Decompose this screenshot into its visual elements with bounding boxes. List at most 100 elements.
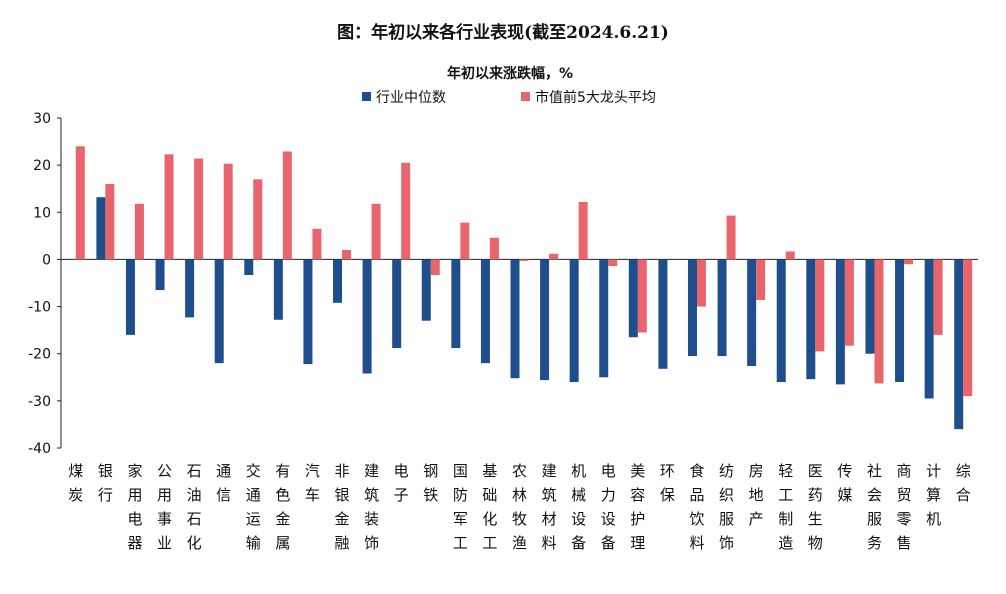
y-tick-label: -40 <box>28 441 51 457</box>
legend: 行业中位数 市值前5大龙头平均 <box>362 89 656 106</box>
x-category-label: 房地产 <box>749 462 764 528</box>
x-category-label: 建筑材料 <box>542 462 557 552</box>
x-category-label: 基础化工 <box>482 462 497 552</box>
x-axis-labels: 煤炭银行家用电器公用事业石油石化通信交通运输有色金属汽车非银金融建筑装饰电子钢铁… <box>68 462 970 552</box>
bar-median <box>480 259 490 364</box>
bar-top5 <box>874 259 884 384</box>
legend-swatch-top5 <box>521 92 530 101</box>
bar-top5 <box>342 250 352 260</box>
bar-top5 <box>282 151 292 260</box>
bar-top5 <box>815 259 825 352</box>
bar-median <box>510 259 520 379</box>
y-tick-label: 0 <box>42 252 51 268</box>
bar-median <box>628 259 638 338</box>
x-category-label: 非银金融 <box>335 462 350 552</box>
bar-median <box>273 259 283 320</box>
bar-top5 <box>933 259 943 335</box>
bar-top5 <box>134 203 144 260</box>
x-category-label: 农林牧渔 <box>512 462 527 552</box>
bar-median <box>392 259 402 349</box>
bar-median <box>540 259 550 381</box>
x-category-label: 传媒 <box>837 462 852 504</box>
x-category-label: 商贸零售 <box>897 462 912 552</box>
bar-median <box>333 259 343 303</box>
bars <box>75 146 973 430</box>
bar-top5 <box>105 184 115 260</box>
bar-top5 <box>519 259 529 261</box>
bar-median <box>776 259 786 382</box>
x-category-label: 公用事业 <box>157 462 172 552</box>
bar-median <box>125 259 135 335</box>
bar-median <box>687 259 697 357</box>
x-category-label: 电力设备 <box>601 462 616 552</box>
x-category-label: 通信 <box>216 462 231 504</box>
x-category-label: 家用电器 <box>127 462 142 552</box>
bar-top5 <box>549 253 559 260</box>
bar-median <box>865 259 875 354</box>
bar-median <box>214 259 224 364</box>
y-tick-label: 10 <box>33 205 51 221</box>
bar-top5 <box>75 146 85 260</box>
bar-median <box>421 259 431 321</box>
x-category-label: 食品饮料 <box>689 462 704 552</box>
bar-median <box>569 259 579 382</box>
x-category-label: 银行 <box>98 462 113 504</box>
bar-top5 <box>489 237 499 260</box>
bar-top5 <box>223 163 233 260</box>
y-tick-label: 30 <box>33 111 51 127</box>
bar-median <box>155 259 165 291</box>
bar-top5 <box>371 203 381 260</box>
bar-median <box>244 259 254 275</box>
x-category-label: 综合 <box>956 462 971 504</box>
bar-top5 <box>904 259 914 265</box>
x-category-label: 环保 <box>660 462 675 504</box>
bar-median <box>747 259 757 366</box>
bar-top5 <box>844 259 854 346</box>
bar-top5 <box>164 154 174 260</box>
x-category-label: 石油石化 <box>187 462 202 552</box>
x-category-label: 钢铁 <box>423 462 438 504</box>
bar-top5 <box>578 201 588 260</box>
bar-median <box>96 197 106 260</box>
bar-median <box>717 259 727 357</box>
x-category-label: 美容护理 <box>630 462 645 552</box>
bar-top5 <box>312 228 322 260</box>
bar-median <box>303 259 313 365</box>
x-category-label: 汽车 <box>305 462 320 504</box>
bar-median <box>895 259 905 382</box>
x-category-label: 煤炭 <box>68 462 83 504</box>
bar-top5 <box>194 158 204 260</box>
bar-top5 <box>696 259 706 307</box>
bar-top5 <box>637 259 647 333</box>
y-tick-label: -30 <box>28 394 51 410</box>
bar-top5 <box>253 179 263 260</box>
bar-top5 <box>963 259 973 397</box>
x-category-label: 轻工制造 <box>778 462 793 552</box>
bar-median <box>924 259 934 399</box>
y-tick-label: 20 <box>33 158 51 174</box>
x-category-label: 建筑装饰 <box>364 462 379 552</box>
legend-label-median: 行业中位数 <box>376 90 446 106</box>
x-category-label: 纺织服饰 <box>719 462 734 552</box>
x-category-label: 医药生物 <box>808 462 823 552</box>
bar-top5 <box>460 222 470 260</box>
x-category-label: 社会服务 <box>867 462 882 552</box>
y-tick-label: -20 <box>28 347 51 363</box>
bar-median <box>362 259 372 374</box>
bar-top5 <box>608 259 618 267</box>
chart-title: 图：年初以来各行业表现(截至2024.6.21) <box>337 22 669 43</box>
bar-median <box>451 259 461 349</box>
bar-top5 <box>401 162 411 260</box>
bar-top5 <box>785 251 795 260</box>
legend-label-top5: 市值前5大龙头平均 <box>535 89 656 106</box>
chart-subtitle: 年初以来涨跌幅，% <box>447 65 573 82</box>
x-category-label: 机械设备 <box>571 462 586 552</box>
bar-median <box>599 259 609 378</box>
legend-swatch-median <box>362 92 371 101</box>
bar-top5 <box>430 259 440 275</box>
bar-median <box>954 259 964 430</box>
y-tick-label: -10 <box>28 300 51 316</box>
x-category-label: 电子 <box>394 462 409 504</box>
bar-top5 <box>756 259 766 300</box>
x-category-label: 计算机 <box>926 462 941 528</box>
